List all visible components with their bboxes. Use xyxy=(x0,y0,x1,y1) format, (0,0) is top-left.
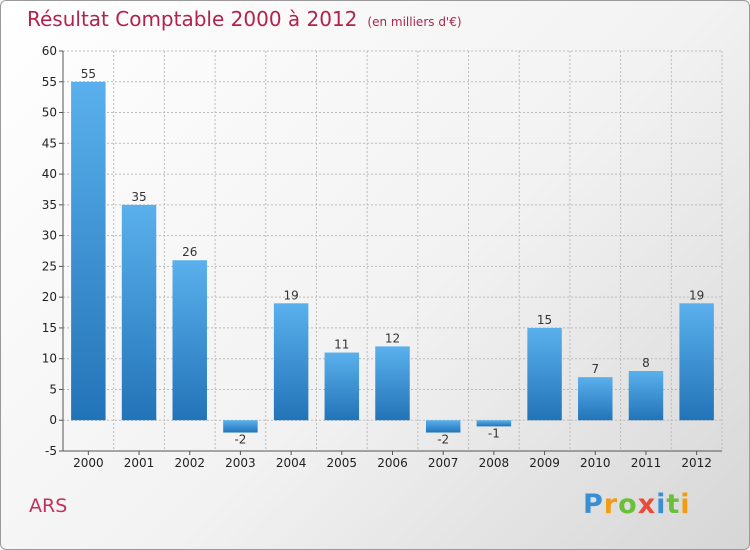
brand-letter: t xyxy=(666,489,681,520)
brand-letter: r xyxy=(603,489,619,520)
x-tick-label-2003: 2003 xyxy=(225,456,256,470)
brand-letter: x xyxy=(637,489,657,520)
data-label-2001: 35 xyxy=(131,190,146,204)
y-tick-label: 45 xyxy=(42,136,57,150)
y-tick-label: 25 xyxy=(42,259,57,273)
data-label-2000: 55 xyxy=(81,67,96,81)
bar-2011 xyxy=(628,371,664,421)
x-axis-ticks: 2000 2001 2002 2003 2004 2005 2006 2007 2008 2009… xyxy=(73,451,712,470)
y-tick-label: 5 xyxy=(49,382,57,396)
data-label-2004: 19 xyxy=(283,288,298,302)
x-tick-label-2007: 2007 xyxy=(428,456,459,470)
y-tick-label: 10 xyxy=(42,352,57,366)
data-label-2010: 7 xyxy=(591,362,599,376)
chart-title-main: Résultat Comptable 2000 à 2012 xyxy=(27,7,358,31)
data-label-2002: 26 xyxy=(182,245,197,259)
bar-2002 xyxy=(172,260,207,421)
y-tick-label: -5 xyxy=(45,444,57,458)
x-tick-label-2005: 2005 xyxy=(327,456,358,470)
bar-2006 xyxy=(375,346,410,421)
chart-title: Résultat Comptable 2000 à 2012 (en millie… xyxy=(27,7,462,31)
bar-2000 xyxy=(71,81,106,421)
place-name: ARS xyxy=(29,495,68,517)
bar-2009 xyxy=(527,327,562,421)
data-label-2011: 8 xyxy=(642,356,650,370)
x-tick-label-2008: 2008 xyxy=(479,456,510,470)
x-tick-label-2011: 2011 xyxy=(631,456,662,470)
y-tick-label: 0 xyxy=(49,413,57,427)
y-tick-label: 35 xyxy=(42,198,57,212)
x-tick-label-2009: 2009 xyxy=(529,456,560,470)
data-label-2005: 11 xyxy=(334,338,349,352)
x-tick-label-2001: 2001 xyxy=(124,456,155,470)
x-tick-label-2006: 2006 xyxy=(377,456,408,470)
bar-2007 xyxy=(425,420,461,433)
bar-2004 xyxy=(273,303,309,421)
data-label-2009: 15 xyxy=(537,313,552,327)
x-tick-label-2010: 2010 xyxy=(580,456,611,470)
data-labels: 55 35 26 -2 19 11 12 -2 -1 15 7 8 19 xyxy=(81,67,705,447)
bar-2012 xyxy=(679,303,714,421)
x-tick-label-2002: 2002 xyxy=(174,456,205,470)
y-tick-label: 55 xyxy=(42,75,57,89)
brand-letter: i xyxy=(680,489,691,520)
bars xyxy=(71,81,714,433)
y-tick-label: 60 xyxy=(42,44,57,58)
data-label-2012: 19 xyxy=(689,288,704,302)
y-tick-label: 40 xyxy=(42,167,57,181)
brand-letter: o xyxy=(618,489,638,520)
bar-2003 xyxy=(223,420,258,433)
data-label-2008: -1 xyxy=(488,426,500,440)
data-label-2006: 12 xyxy=(385,331,400,345)
bar-2001 xyxy=(121,204,157,421)
data-label-2003: -2 xyxy=(234,433,246,447)
y-axis-ticks: -5 0 5 10 15 20 25 30 35 40 45 50 55 60 xyxy=(42,44,63,458)
y-tick-label: 20 xyxy=(42,290,57,304)
data-label-2007: -2 xyxy=(437,433,449,447)
brand-letter: P xyxy=(583,489,604,520)
bar-2008 xyxy=(476,420,512,427)
x-tick-label-2004: 2004 xyxy=(276,456,307,470)
x-tick-label-2000: 2000 xyxy=(73,456,104,470)
bar-2005 xyxy=(324,352,360,421)
x-tick-label-2012: 2012 xyxy=(681,456,712,470)
brand-letter: i xyxy=(656,489,667,520)
chart-title-unit: (en milliers d'€) xyxy=(367,15,462,29)
y-tick-label: 30 xyxy=(42,229,57,243)
brand-logo: Proxiti xyxy=(583,489,691,520)
y-tick-label: 15 xyxy=(42,321,57,335)
bar-2010 xyxy=(578,377,613,421)
y-tick-label: 50 xyxy=(42,106,57,120)
